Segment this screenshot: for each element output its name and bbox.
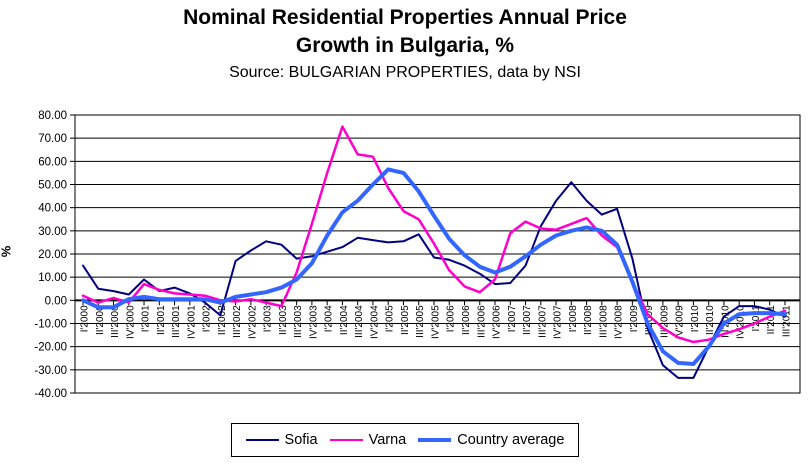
y-tick-label: 60.00	[38, 156, 67, 168]
y-axis-unit-label: %	[0, 245, 14, 258]
x-category-label: I'2010	[690, 305, 701, 332]
x-category-label: IV'2009	[675, 305, 686, 339]
x-category-label: III'2011	[781, 305, 792, 337]
x-category-label: III'2008	[598, 305, 609, 338]
x-category-label: II'2001	[156, 305, 167, 335]
legend-item-country-average[interactable]: Country average	[418, 432, 564, 448]
x-category-label: II'2007	[522, 305, 533, 335]
x-category-label: III'2007	[537, 305, 548, 338]
x-category-label: IV'2006	[492, 305, 503, 339]
x-category-label: IV'2000	[125, 305, 136, 339]
x-category-label: II'2002	[217, 305, 228, 335]
x-category-label: III'2005	[415, 305, 426, 338]
y-tick-label: 20.00	[38, 249, 67, 261]
y-tick-label: 10.00	[38, 272, 67, 284]
y-tick-label: 70.00	[38, 133, 67, 145]
x-category-label: III'2000	[110, 305, 121, 338]
y-tick-label: 40.00	[38, 203, 67, 215]
x-category-label: IV'2001	[186, 305, 197, 339]
x-category-label: I'2003	[263, 305, 274, 332]
x-category-label: III'2003	[293, 305, 304, 338]
x-category-label: IV'2008	[614, 305, 625, 339]
x-category-label: IV'2004	[369, 305, 380, 339]
plot-border	[74, 114, 801, 394]
series-line-sofia	[82, 181, 786, 379]
chart-title-line1: Nominal Residential Properties Annual Pr…	[183, 6, 627, 29]
x-category-label: II'2005	[400, 305, 411, 335]
x-category-label: I'2009	[629, 305, 640, 332]
x-category-label: II'2000	[95, 305, 106, 335]
series-line-country-average	[81, 167, 787, 366]
x-category-label: II'2010	[705, 305, 716, 335]
x-category-label: I'2007	[507, 305, 518, 332]
x-category-label: I'2002	[202, 305, 213, 332]
sofia-line-swatch	[245, 439, 279, 441]
x-category-label: II'2009	[644, 305, 655, 335]
y-tick-label: -30.00	[34, 365, 67, 377]
legend: Sofia Varna Country average	[0, 423, 810, 457]
x-category-label: II'2006	[461, 305, 472, 335]
x-category-label: IV'2010	[736, 305, 747, 339]
legend-item-sofia[interactable]: Sofia	[245, 432, 318, 448]
x-category-label: I'2011	[751, 305, 762, 332]
x-category-label: I'2000	[80, 305, 91, 332]
y-tick-label: -40.00	[34, 388, 67, 400]
legend-label-country-average: Country average	[457, 432, 565, 448]
x-category-label: II'2003	[278, 305, 289, 335]
x-category-label: IV'2003	[308, 305, 319, 339]
x-category-label: III'2001	[171, 305, 182, 338]
chart-subtitle: Source: BULGARIAN PROPERTIES, data by NS…	[229, 64, 581, 81]
x-category-label: II'2011	[766, 305, 777, 334]
x-category-label: III'2004	[354, 305, 365, 338]
x-category-label: I'2004	[324, 305, 335, 332]
x-category-label: I'2006	[446, 305, 457, 332]
x-category-label: IV'2007	[553, 305, 564, 339]
x-category-label: II'2008	[583, 305, 594, 335]
varna-line-swatch	[329, 439, 363, 441]
legend-label-varna: Varna	[368, 432, 407, 448]
legend-label-sofia: Sofia	[284, 432, 318, 448]
y-tick-label: 50.00	[38, 180, 67, 192]
legend-box: Sofia Varna Country average	[230, 423, 580, 457]
x-category-label: III'2009	[659, 305, 670, 338]
legend-item-varna[interactable]: Varna	[329, 432, 407, 448]
x-category-label: III'2002	[232, 305, 243, 338]
x-category-label: I'2005	[385, 305, 396, 332]
y-tick-label: -10.00	[34, 319, 67, 331]
y-tick-label: 0.00	[45, 295, 67, 307]
y-tick-label: -20.00	[34, 342, 67, 354]
x-category-label: II'2004	[339, 305, 350, 335]
x-category-label: I'2008	[568, 305, 579, 332]
x-category-label: III'2006	[476, 305, 487, 338]
country-average-line-swatch	[418, 438, 452, 442]
x-category-label: I'2001	[141, 305, 152, 332]
series-line-varna	[81, 125, 787, 344]
y-tick-label: 80.00	[38, 110, 67, 122]
x-category-label: IV'2002	[247, 305, 258, 339]
y-tick-label: 30.00	[38, 226, 67, 238]
chart-title-line2: Growth in Bulgaria, %	[295, 34, 515, 57]
x-category-label: IV'2005	[430, 305, 441, 339]
